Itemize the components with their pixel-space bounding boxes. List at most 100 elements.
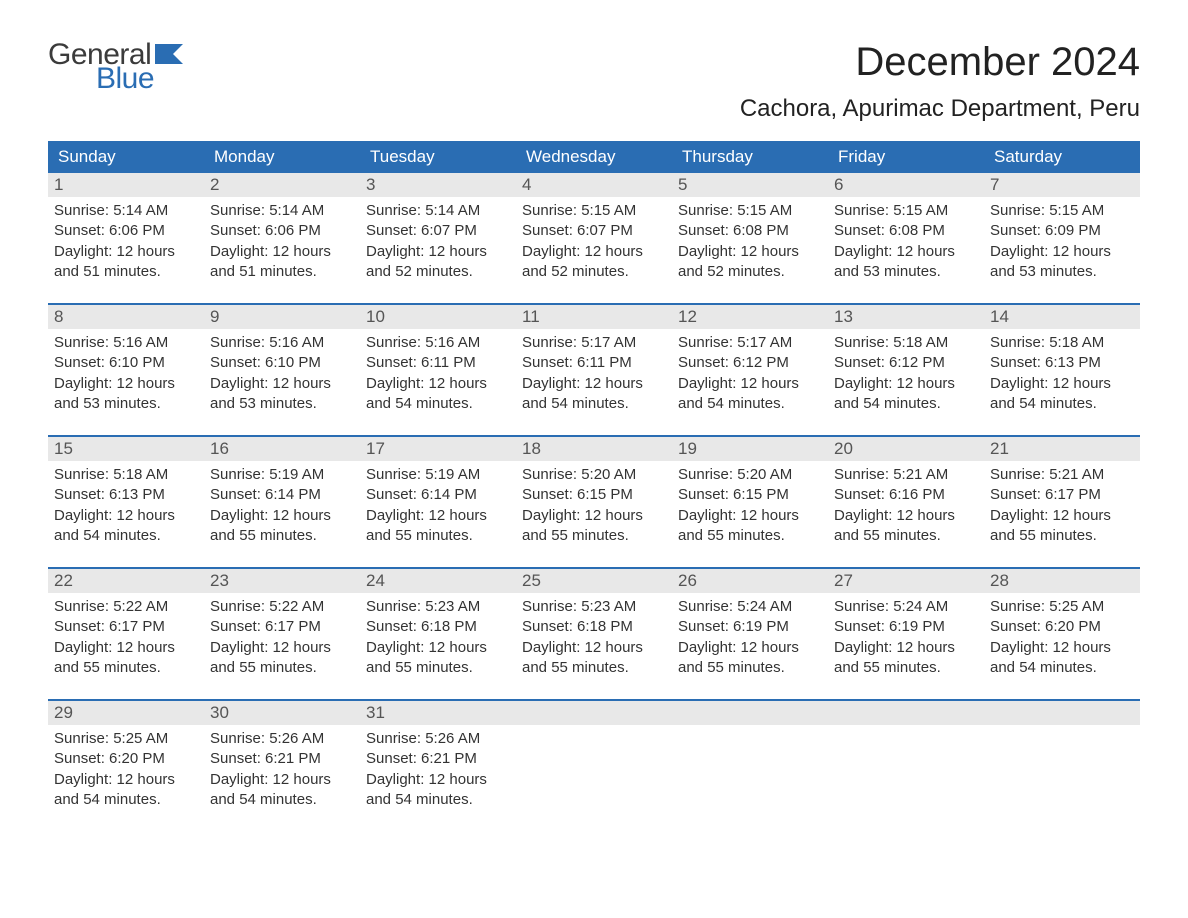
- day-number: 20: [828, 437, 984, 461]
- calendar-day: 13Sunrise: 5:18 AMSunset: 6:12 PMDayligh…: [828, 305, 984, 421]
- day-number: 17: [360, 437, 516, 461]
- day-sunset: Sunset: 6:09 PM: [990, 221, 1134, 241]
- calendar-day: 16Sunrise: 5:19 AMSunset: 6:14 PMDayligh…: [204, 437, 360, 553]
- day-dl2: and 54 minutes.: [678, 394, 822, 414]
- day-number: 29: [48, 701, 204, 725]
- day-body: Sunrise: 5:26 AMSunset: 6:21 PMDaylight:…: [204, 725, 360, 817]
- day-sunset: Sunset: 6:13 PM: [990, 353, 1134, 373]
- day-sunrise: Sunrise: 5:20 AM: [522, 465, 666, 485]
- calendar-day: 15Sunrise: 5:18 AMSunset: 6:13 PMDayligh…: [48, 437, 204, 553]
- day-number: 27: [828, 569, 984, 593]
- title-block: December 2024 Cachora, Apurimac Departme…: [740, 40, 1140, 123]
- day-body: Sunrise: 5:21 AMSunset: 6:17 PMDaylight:…: [984, 461, 1140, 553]
- day-body: Sunrise: 5:16 AMSunset: 6:10 PMDaylight:…: [204, 329, 360, 421]
- day-body: Sunrise: 5:25 AMSunset: 6:20 PMDaylight:…: [984, 593, 1140, 685]
- day-dl2: and 54 minutes.: [990, 394, 1134, 414]
- day-dl2: and 54 minutes.: [834, 394, 978, 414]
- day-dl1: Daylight: 12 hours: [210, 770, 354, 790]
- month-title: December 2024: [740, 40, 1140, 85]
- day-body: Sunrise: 5:26 AMSunset: 6:21 PMDaylight:…: [360, 725, 516, 817]
- day-sunset: Sunset: 6:17 PM: [210, 617, 354, 637]
- calendar-day: 28Sunrise: 5:25 AMSunset: 6:20 PMDayligh…: [984, 569, 1140, 685]
- day-dl2: and 55 minutes.: [834, 526, 978, 546]
- calendar-day: 24Sunrise: 5:23 AMSunset: 6:18 PMDayligh…: [360, 569, 516, 685]
- day-dl2: and 55 minutes.: [210, 526, 354, 546]
- day-dl1: Daylight: 12 hours: [522, 242, 666, 262]
- dow-friday: Friday: [828, 141, 984, 173]
- calendar-day: 27Sunrise: 5:24 AMSunset: 6:19 PMDayligh…: [828, 569, 984, 685]
- day-sunrise: Sunrise: 5:26 AM: [210, 729, 354, 749]
- day-number: 16: [204, 437, 360, 461]
- day-sunrise: Sunrise: 5:24 AM: [834, 597, 978, 617]
- day-dl2: and 54 minutes.: [54, 526, 198, 546]
- day-sunrise: Sunrise: 5:14 AM: [366, 201, 510, 221]
- calendar-day: 3Sunrise: 5:14 AMSunset: 6:07 PMDaylight…: [360, 173, 516, 289]
- day-dl1: Daylight: 12 hours: [54, 770, 198, 790]
- day-dl2: and 54 minutes.: [522, 394, 666, 414]
- day-sunset: Sunset: 6:11 PM: [366, 353, 510, 373]
- day-body: Sunrise: 5:22 AMSunset: 6:17 PMDaylight:…: [48, 593, 204, 685]
- calendar-day: 20Sunrise: 5:21 AMSunset: 6:16 PMDayligh…: [828, 437, 984, 553]
- day-dl1: Daylight: 12 hours: [990, 374, 1134, 394]
- day-dl1: Daylight: 12 hours: [834, 506, 978, 526]
- day-body: Sunrise: 5:25 AMSunset: 6:20 PMDaylight:…: [48, 725, 204, 817]
- calendar-day: 1Sunrise: 5:14 AMSunset: 6:06 PMDaylight…: [48, 173, 204, 289]
- day-dl2: and 54 minutes.: [54, 790, 198, 810]
- calendar-day: 26Sunrise: 5:24 AMSunset: 6:19 PMDayligh…: [672, 569, 828, 685]
- day-dl2: and 55 minutes.: [210, 658, 354, 678]
- calendar-week: 1Sunrise: 5:14 AMSunset: 6:06 PMDaylight…: [48, 173, 1140, 289]
- day-body: [516, 725, 672, 817]
- day-sunset: Sunset: 6:06 PM: [54, 221, 198, 241]
- day-sunset: Sunset: 6:18 PM: [366, 617, 510, 637]
- day-body: Sunrise: 5:14 AMSunset: 6:06 PMDaylight:…: [204, 197, 360, 289]
- day-dl1: Daylight: 12 hours: [366, 770, 510, 790]
- calendar-day: 31Sunrise: 5:26 AMSunset: 6:21 PMDayligh…: [360, 701, 516, 817]
- weeks-container: 1Sunrise: 5:14 AMSunset: 6:06 PMDaylight…: [48, 173, 1140, 817]
- day-dl2: and 51 minutes.: [54, 262, 198, 282]
- day-dl1: Daylight: 12 hours: [990, 638, 1134, 658]
- day-sunset: Sunset: 6:19 PM: [834, 617, 978, 637]
- dow-wednesday: Wednesday: [516, 141, 672, 173]
- day-sunrise: Sunrise: 5:17 AM: [522, 333, 666, 353]
- day-number: 14: [984, 305, 1140, 329]
- day-sunrise: Sunrise: 5:15 AM: [834, 201, 978, 221]
- day-number: 28: [984, 569, 1140, 593]
- day-dl2: and 54 minutes.: [990, 658, 1134, 678]
- calendar-day: 10Sunrise: 5:16 AMSunset: 6:11 PMDayligh…: [360, 305, 516, 421]
- calendar-day: 9Sunrise: 5:16 AMSunset: 6:10 PMDaylight…: [204, 305, 360, 421]
- day-body: Sunrise: 5:14 AMSunset: 6:07 PMDaylight:…: [360, 197, 516, 289]
- day-number: 31: [360, 701, 516, 725]
- day-dl2: and 54 minutes.: [366, 394, 510, 414]
- day-number: [672, 701, 828, 725]
- day-number: 25: [516, 569, 672, 593]
- day-sunrise: Sunrise: 5:24 AM: [678, 597, 822, 617]
- day-dl1: Daylight: 12 hours: [210, 374, 354, 394]
- day-sunrise: Sunrise: 5:19 AM: [366, 465, 510, 485]
- day-body: Sunrise: 5:23 AMSunset: 6:18 PMDaylight:…: [516, 593, 672, 685]
- day-sunrise: Sunrise: 5:16 AM: [210, 333, 354, 353]
- day-sunrise: Sunrise: 5:18 AM: [834, 333, 978, 353]
- day-sunrise: Sunrise: 5:22 AM: [54, 597, 198, 617]
- day-dl2: and 55 minutes.: [678, 526, 822, 546]
- day-sunrise: Sunrise: 5:20 AM: [678, 465, 822, 485]
- day-sunset: Sunset: 6:10 PM: [210, 353, 354, 373]
- day-body: [828, 725, 984, 817]
- dow-tuesday: Tuesday: [360, 141, 516, 173]
- dow-thursday: Thursday: [672, 141, 828, 173]
- day-sunset: Sunset: 6:15 PM: [678, 485, 822, 505]
- day-number: 3: [360, 173, 516, 197]
- calendar-table: Sunday Monday Tuesday Wednesday Thursday…: [48, 141, 1140, 817]
- day-dl1: Daylight: 12 hours: [522, 506, 666, 526]
- day-sunrise: Sunrise: 5:17 AM: [678, 333, 822, 353]
- day-dl1: Daylight: 12 hours: [210, 242, 354, 262]
- calendar-week: 29Sunrise: 5:25 AMSunset: 6:20 PMDayligh…: [48, 699, 1140, 817]
- day-sunrise: Sunrise: 5:14 AM: [210, 201, 354, 221]
- day-number: 7: [984, 173, 1140, 197]
- day-dl1: Daylight: 12 hours: [54, 242, 198, 262]
- day-number: 13: [828, 305, 984, 329]
- day-sunrise: Sunrise: 5:14 AM: [54, 201, 198, 221]
- day-number: [984, 701, 1140, 725]
- day-sunset: Sunset: 6:08 PM: [678, 221, 822, 241]
- day-dl1: Daylight: 12 hours: [678, 506, 822, 526]
- day-sunset: Sunset: 6:12 PM: [834, 353, 978, 373]
